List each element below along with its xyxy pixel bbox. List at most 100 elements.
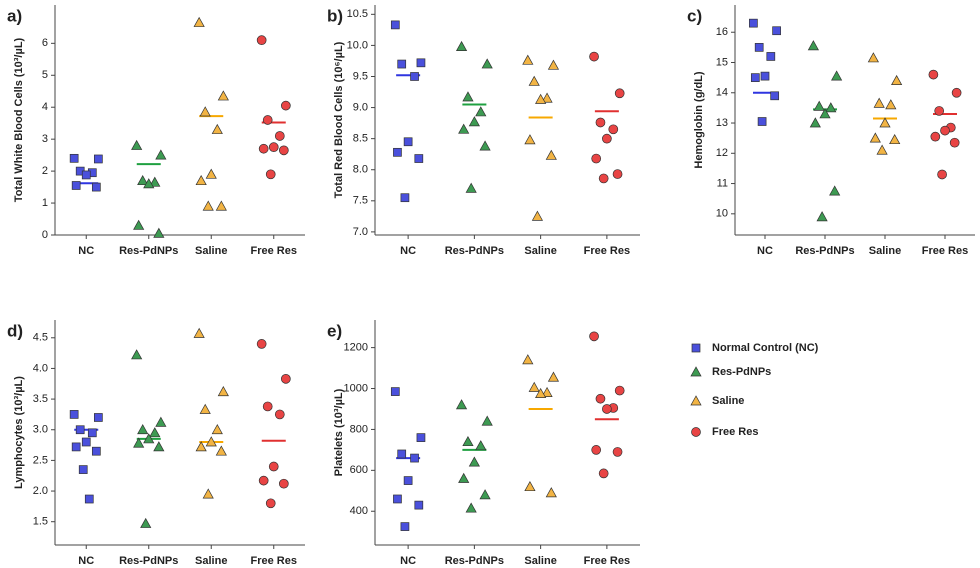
- data-point: [403, 476, 413, 485]
- y-tick-label: 9.0: [353, 101, 368, 113]
- data-point: [390, 20, 400, 30]
- data-point: [598, 173, 609, 184]
- data-point: [595, 117, 606, 128]
- x-tick-label: Saline: [869, 245, 901, 257]
- data-point: [199, 106, 211, 117]
- data-point: [816, 211, 828, 222]
- data-point: [455, 40, 468, 51]
- data-point: [766, 52, 776, 61]
- data-point: [149, 176, 161, 187]
- data-point: [754, 43, 764, 52]
- data-point: [481, 415, 493, 426]
- y-tick-label: 1: [42, 197, 48, 209]
- y-tick-label: 8.5: [353, 133, 368, 145]
- data-point: [93, 413, 103, 422]
- y-tick-label: 16: [716, 26, 728, 38]
- data-point: [481, 58, 493, 69]
- data-point: [410, 72, 419, 81]
- x-tick-label: NC: [757, 245, 773, 257]
- data-point: [91, 446, 101, 456]
- x-tick-label: Res-PdNPs: [795, 245, 854, 257]
- data-point: [155, 149, 167, 160]
- data-point: [87, 428, 97, 438]
- data-point: [205, 436, 217, 447]
- x-tick-label: Saline: [195, 245, 227, 257]
- data-point: [414, 154, 424, 163]
- x-tick-label: Free Res: [251, 555, 297, 567]
- y-tick-label: 600: [350, 464, 368, 476]
- data-point: [256, 339, 267, 349]
- data-point: [930, 131, 941, 142]
- data-point: [153, 227, 165, 238]
- y-tick-label: 3.5: [33, 393, 48, 405]
- data-point: [393, 147, 402, 157]
- y-tick-label: 4.0: [33, 362, 48, 374]
- y-tick-label: 8.0: [353, 164, 368, 176]
- data-point: [458, 123, 470, 134]
- data-point: [133, 219, 145, 230]
- panel-label: c): [687, 6, 702, 25]
- data-point: [547, 59, 560, 70]
- data-point: [749, 18, 758, 28]
- x-tick-label: Saline: [195, 555, 227, 567]
- data-point: [195, 174, 207, 186]
- data-point: [81, 437, 91, 447]
- data-point: [602, 133, 612, 144]
- data-point: [595, 393, 606, 404]
- x-tick-label: Res-PdNPs: [445, 555, 504, 567]
- data-point: [951, 87, 962, 98]
- y-tick-label: 1.5: [33, 516, 48, 528]
- data-point: [885, 99, 897, 110]
- x-tick-label: Saline: [524, 245, 556, 257]
- y-tick-label: 2: [42, 165, 48, 177]
- data-point: [274, 131, 285, 141]
- data-point: [137, 424, 149, 435]
- data-point: [278, 478, 289, 489]
- data-point: [199, 403, 211, 414]
- data-point: [891, 74, 903, 86]
- y-tick-label: 800: [350, 423, 368, 435]
- data-point: [195, 441, 207, 452]
- data-point: [462, 91, 474, 102]
- data-point: [468, 456, 480, 467]
- panel-label: e): [327, 321, 342, 340]
- data-point: [468, 116, 480, 127]
- data-point: [598, 468, 609, 479]
- data-point: [211, 424, 223, 435]
- data-point: [397, 449, 407, 459]
- data-point: [140, 517, 152, 528]
- panel-label: b): [327, 6, 343, 25]
- x-tick-label: Free Res: [251, 245, 297, 257]
- data-point: [528, 75, 540, 86]
- data-point: [545, 149, 557, 160]
- y-tick-label: 12: [716, 147, 728, 159]
- y-tick-label: 10: [716, 208, 728, 220]
- data-point: [217, 90, 229, 101]
- data-point: [137, 174, 149, 186]
- y-tick-label: 4: [42, 101, 48, 113]
- data-point: [545, 487, 557, 498]
- data-point: [397, 59, 407, 69]
- data-point: [268, 142, 279, 153]
- data-point: [591, 445, 602, 455]
- data-point: [78, 465, 88, 474]
- data-point: [143, 433, 155, 444]
- legend-marker: [691, 427, 701, 437]
- data-point: [262, 401, 273, 412]
- data-point: [522, 354, 534, 365]
- data-point: [274, 409, 285, 420]
- y-axis-label: Hemoglobin (g/dL): [693, 71, 705, 168]
- data-point: [612, 169, 623, 179]
- data-point: [153, 441, 165, 452]
- data-point: [479, 489, 491, 500]
- y-tick-label: 5: [42, 69, 48, 81]
- data-point: [750, 73, 760, 82]
- x-tick-label: Free Res: [584, 555, 630, 567]
- data-point: [215, 200, 227, 211]
- panel-label: d): [7, 321, 23, 340]
- data-point: [873, 97, 885, 108]
- data-point: [81, 170, 91, 180]
- data-point: [528, 381, 540, 392]
- data-point: [934, 106, 945, 116]
- data-point: [256, 35, 267, 45]
